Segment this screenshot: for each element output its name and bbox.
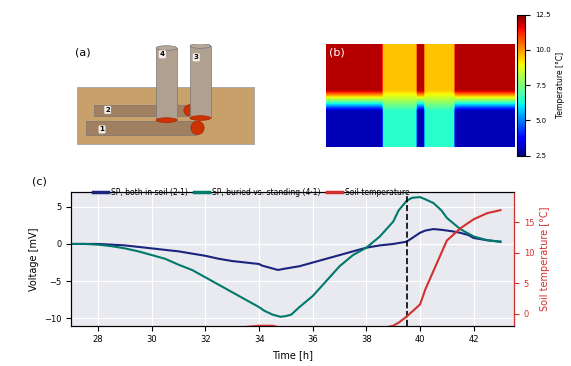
Bar (77, 87, 254, 144)
Ellipse shape (190, 44, 211, 48)
Ellipse shape (156, 118, 177, 123)
Bar (86, 121, 196, 135)
Y-axis label: Soil temperature [°C]: Soil temperature [°C] (540, 206, 550, 311)
Legend: SP, both in soil (2·1), SP, buried vs. standing (4·1), Soil temperature: SP, both in soil (2·1), SP, buried vs. s… (90, 185, 413, 200)
Ellipse shape (190, 116, 211, 120)
Ellipse shape (184, 105, 196, 116)
Bar (94, 105, 188, 116)
Bar (156, 48, 177, 120)
Text: 3: 3 (194, 55, 199, 60)
Text: (a): (a) (75, 47, 91, 57)
Text: (c): (c) (31, 176, 46, 187)
Bar (190, 46, 211, 118)
Text: (b): (b) (329, 47, 345, 57)
Text: 2: 2 (105, 107, 110, 113)
X-axis label: Time [h]: Time [h] (272, 350, 313, 360)
Text: 1: 1 (99, 126, 104, 132)
Ellipse shape (156, 46, 177, 51)
Text: 4: 4 (160, 51, 165, 57)
Y-axis label: Voltage [mV]: Voltage [mV] (29, 227, 39, 291)
Ellipse shape (191, 121, 204, 135)
Y-axis label: Temperature [°C]: Temperature [°C] (556, 52, 565, 118)
